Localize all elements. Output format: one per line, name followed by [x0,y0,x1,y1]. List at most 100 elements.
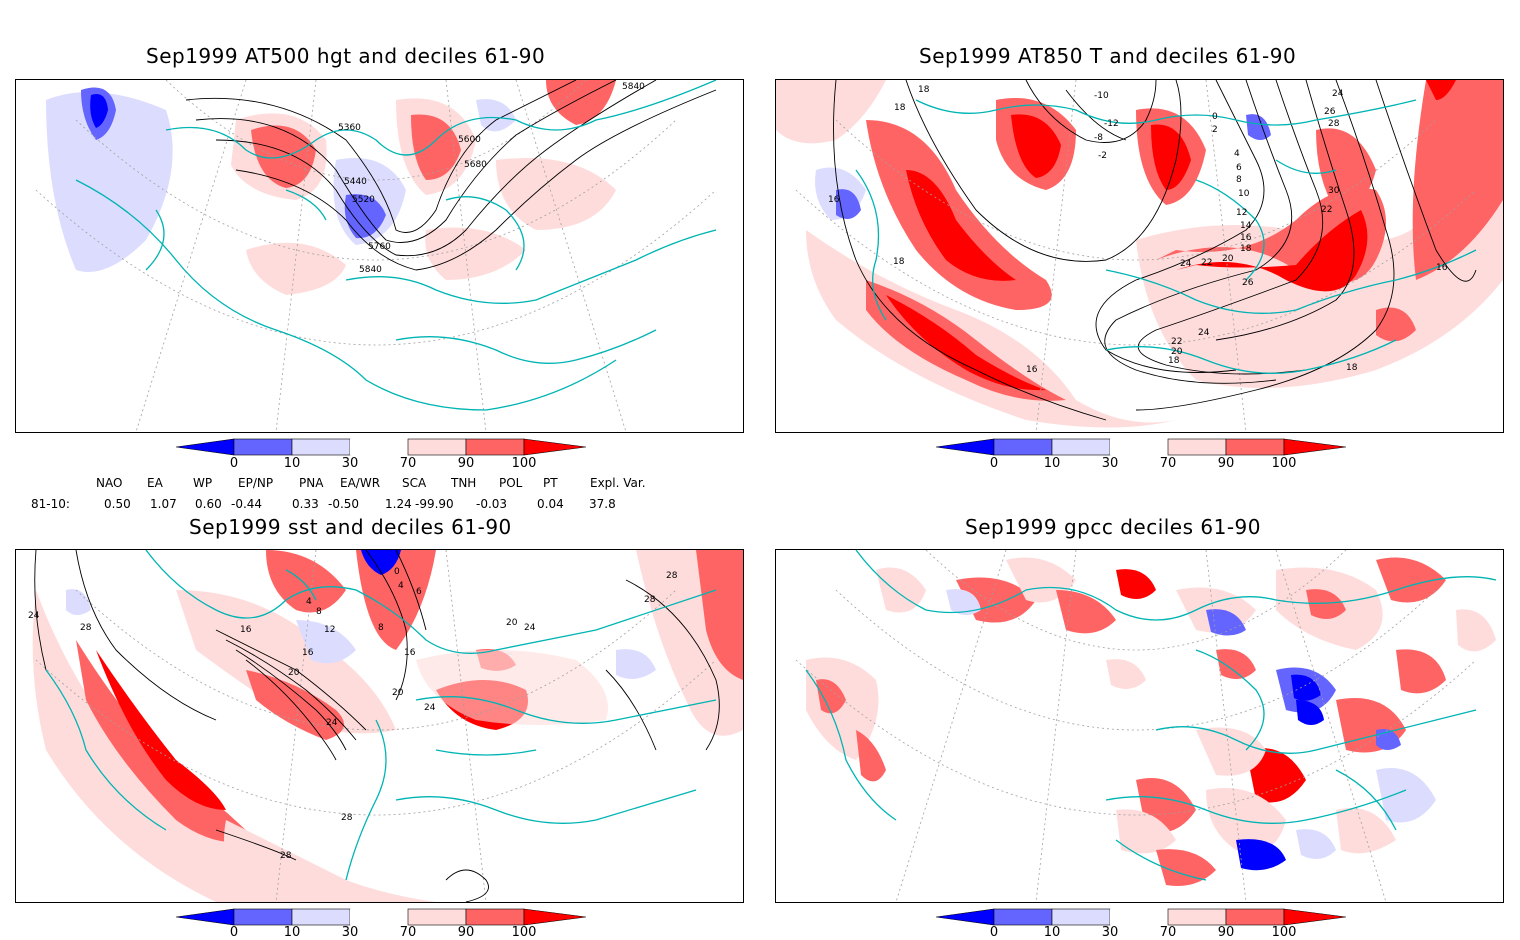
contour-label: 18 [1168,356,1180,366]
contour-label: 5680 [464,160,487,170]
index-value: -0.50 [328,497,360,511]
contour-label: 20 [1222,254,1234,264]
contour-label: 5600 [458,135,481,145]
contour-label: -10 [1094,91,1109,101]
contour-label: 14 [1240,221,1252,231]
panel2-contour-labels: 18 18 16 18 -10 -12 -8 -2 0 2 4 6 8 10 1… [828,85,1448,375]
contour-label: 16 [828,195,840,205]
contour-label: 0 [394,567,400,577]
colorbar-panel2: 0 10 30 70 90 100 [935,438,1347,474]
colorbar-label: 30 [341,456,359,471]
contour-label: -8 [1094,133,1103,143]
panel4-title: Sep1999 gpcc deciles 61-90 [965,515,1261,539]
index-header: NAO [96,476,123,490]
index-row-label: 81-10: [31,497,70,511]
colorbar-label: 0 [229,925,239,940]
index-value: 0.60 [195,497,222,511]
contour-label: 26 [1324,107,1336,117]
panel4-map-svg [776,550,1503,902]
colorbar-label: 30 [1101,456,1119,471]
contour-label: 22 [1201,258,1212,268]
contour-label: 4 [1234,149,1240,159]
colorbar-label: 100 [511,456,537,471]
contour-label: 26 [1242,278,1254,288]
colorbar-label: 30 [341,925,359,940]
contour-label: 28 [666,571,678,581]
panel3-title: Sep1999 sst and deciles 61-90 [189,515,512,539]
index-header: PNA [299,476,324,490]
contour-label: 18 [1346,363,1358,373]
contour-label: 18 [894,103,906,113]
contour-label: 5760 [368,242,391,252]
panel3-contour-labels: 24 28 0 4 6 4 8 8 12 16 16 16 20 20 24 2… [28,567,678,861]
contour-label: 8 [378,623,384,633]
index-header: EA [147,476,163,490]
panel3-map: 24 28 0 4 6 4 8 8 12 16 16 16 20 20 24 2… [15,549,744,903]
contour-label: 5840 [359,265,382,275]
contour-label: 24 [1198,328,1210,338]
panel2-title: Sep1999 AT850 T and deciles 61-90 [919,44,1297,68]
contour-label: 5360 [338,123,361,133]
contour-label: 10 [1238,189,1250,199]
panel4-map [775,549,1504,903]
contour-label: 16 [1436,263,1448,273]
panel1-title: Sep1999 AT500 hgt and deciles 61-90 [146,44,546,68]
panel2-map: 18 18 16 18 -10 -12 -8 -2 0 2 4 6 8 10 1… [775,79,1504,433]
contour-label: 6 [1236,163,1242,173]
contour-label: 30 [1328,186,1340,196]
contour-label: 22 [1321,205,1332,215]
contour-label: 16 [404,648,416,658]
index-header: PT [543,476,558,490]
index-value: 37.8 [589,497,616,511]
colorbar-label: 90 [1217,456,1235,471]
colorbar-panel3: 0 10 30 70 90 100 [175,908,587,940]
index-header: WP [193,476,213,490]
panel1-contour-labels: 5840 5360 5600 5680 5440 5520 5760 5840 [338,82,645,275]
index-value: -0.44 [231,497,263,511]
colorbar-label: 10 [283,925,301,940]
contour-label: 16 [240,625,252,635]
index-header: POL [499,476,523,490]
contour-label: 24 [524,623,536,633]
contour-label: 4 [398,581,404,591]
contour-label: 8 [1236,175,1242,185]
colorbar-label: 70 [399,456,417,471]
contour-label: 28 [280,851,292,861]
colorbar-label: 10 [283,456,301,471]
contour-label: 20 [1171,347,1183,357]
index-header: EP/NP [238,476,274,490]
colorbar-1-svg [175,438,587,456]
colorbar-label: 70 [1159,456,1177,471]
contour-label: 5840 [622,82,645,92]
contour-label: 22 [1171,337,1182,347]
contour-label: 5440 [344,177,367,187]
contour-label: 5520 [352,195,375,205]
index-header: TNH [451,476,477,490]
index-value: 0.50 [104,497,131,511]
colorbar-panel1: 0 10 30 70 90 100 [175,438,587,474]
index-header: SCA [402,476,427,490]
contour-label: 28 [644,595,656,605]
contour-label: 4 [306,597,312,607]
contour-label: 12 [1236,208,1247,218]
colorbar-label: 0 [989,925,999,940]
index-value: 0.33 [292,497,319,511]
colorbar-label: 90 [1217,925,1235,940]
colorbar-label: 70 [399,925,417,940]
contour-label: 24 [326,718,338,728]
colorbar-panel4: 0 10 30 70 90 100 [935,908,1347,940]
contour-label: 24 [28,611,40,621]
contour-label: 20 [392,688,404,698]
contour-label: 0 [1212,112,1218,122]
colorbar-label: 90 [457,925,475,940]
panel1-map: 5840 5360 5600 5680 5440 5520 5760 5840 [15,79,744,433]
contour-label: 16 [302,648,314,658]
panel2-map-svg: 18 18 16 18 -10 -12 -8 -2 0 2 4 6 8 10 1… [776,80,1503,432]
index-value: -99.90 [415,497,454,511]
colorbar-label: 70 [1159,925,1177,940]
colorbar-3-svg [175,908,587,926]
contour-label: 18 [918,85,930,95]
colorbar-label: 10 [1043,456,1061,471]
colorbar-label: 100 [511,925,537,940]
index-header: Expl. Var. [590,476,646,490]
